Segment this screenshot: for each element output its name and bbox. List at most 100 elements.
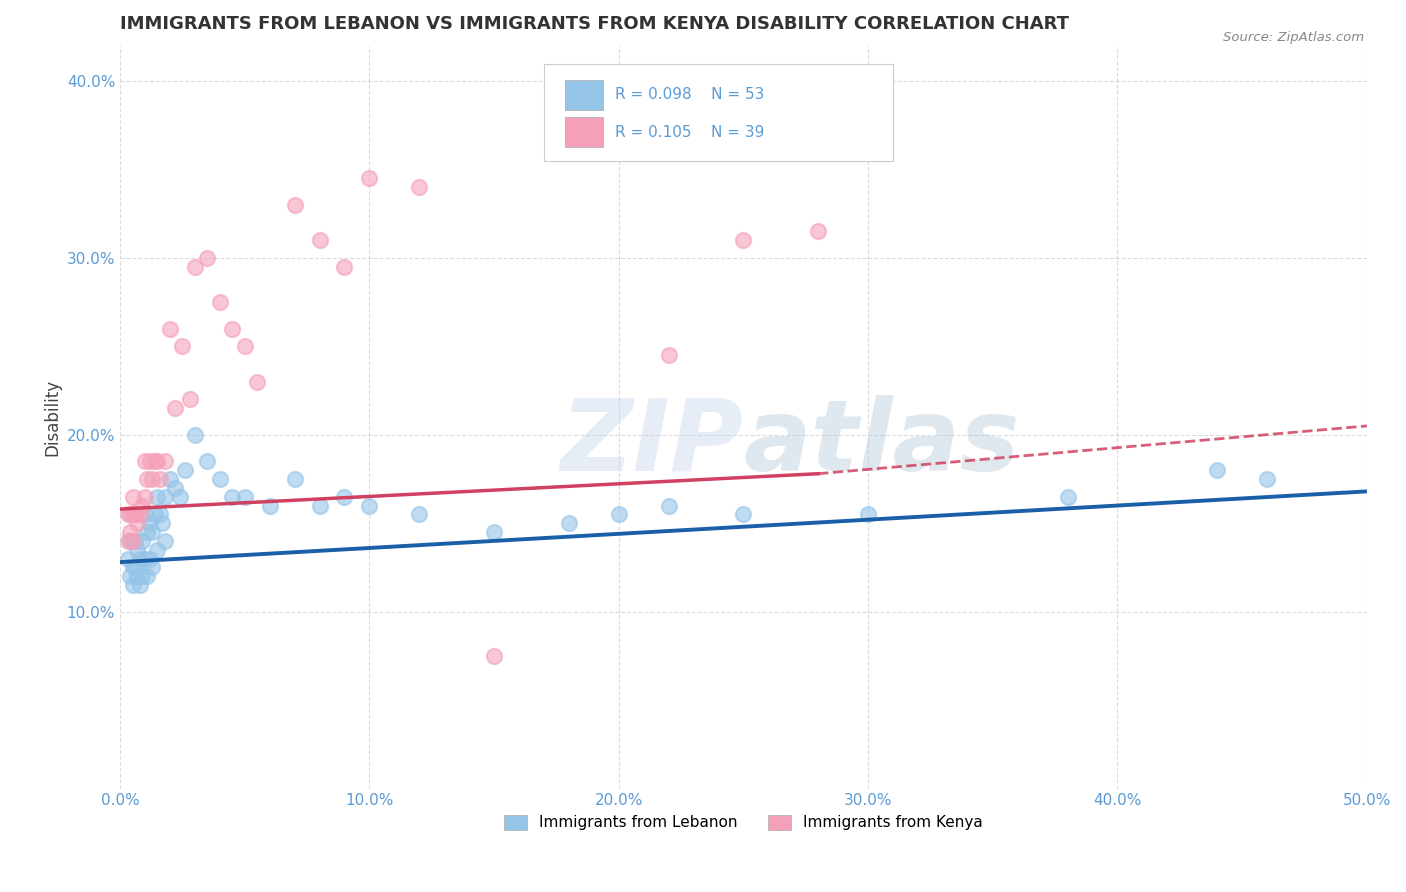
Point <box>117 508 139 522</box>
Point <box>139 516 162 531</box>
Point <box>146 454 169 468</box>
Point <box>359 171 381 186</box>
Point <box>221 321 243 335</box>
Point <box>408 180 430 194</box>
Point <box>121 578 143 592</box>
Bar <box>565 117 603 147</box>
Point <box>856 508 879 522</box>
Point <box>118 533 141 548</box>
Point <box>139 551 162 566</box>
Point <box>153 533 176 548</box>
Point <box>159 321 181 335</box>
Point <box>121 508 143 522</box>
Point <box>118 569 141 583</box>
Point <box>169 490 191 504</box>
Text: IMMIGRANTS FROM LEBANON VS IMMIGRANTS FROM KENYA DISABILITY CORRELATION CHART: IMMIGRANTS FROM LEBANON VS IMMIGRANTS FR… <box>120 15 1069 33</box>
Point <box>184 427 207 442</box>
Point <box>134 490 156 504</box>
Point <box>179 392 201 407</box>
Point <box>308 499 330 513</box>
Point <box>1056 490 1078 504</box>
Point <box>146 490 169 504</box>
Point <box>482 648 505 663</box>
Point <box>195 251 218 265</box>
Point <box>284 472 307 486</box>
Point <box>131 569 153 583</box>
Point <box>141 524 163 539</box>
Point <box>153 454 176 468</box>
Point <box>136 569 159 583</box>
Point <box>208 295 231 310</box>
Point <box>127 569 149 583</box>
Point <box>131 499 153 513</box>
Point <box>658 348 681 362</box>
Point <box>131 533 153 548</box>
Legend: Immigrants from Lebanon, Immigrants from Kenya: Immigrants from Lebanon, Immigrants from… <box>498 808 988 837</box>
Point <box>482 524 505 539</box>
Point <box>117 533 139 548</box>
Point <box>1256 472 1278 486</box>
Point <box>136 524 159 539</box>
Point <box>139 454 162 468</box>
Point <box>124 508 146 522</box>
Point <box>146 542 169 557</box>
Point <box>733 508 755 522</box>
Point <box>134 551 156 566</box>
Point <box>141 560 163 574</box>
Point <box>233 339 256 353</box>
Point <box>163 401 186 416</box>
Point <box>408 508 430 522</box>
Point <box>308 233 330 247</box>
Point <box>121 560 143 574</box>
Text: R = 0.098    N = 53: R = 0.098 N = 53 <box>614 87 765 103</box>
Text: ZIP: ZIP <box>561 394 744 491</box>
Point <box>359 499 381 513</box>
Point <box>159 472 181 486</box>
Point <box>658 499 681 513</box>
Point <box>195 454 218 468</box>
Point <box>153 490 176 504</box>
Point <box>558 516 581 531</box>
Point <box>149 508 172 522</box>
Point <box>284 198 307 212</box>
Point <box>141 472 163 486</box>
Point <box>134 454 156 468</box>
Point <box>246 375 269 389</box>
Point <box>136 472 159 486</box>
Point <box>117 551 139 566</box>
Point <box>607 508 630 522</box>
Point <box>184 260 207 274</box>
Point <box>121 490 143 504</box>
Point <box>127 542 149 557</box>
Point <box>118 524 141 539</box>
Point <box>124 533 146 548</box>
Text: R = 0.105    N = 39: R = 0.105 N = 39 <box>614 125 765 140</box>
Point <box>221 490 243 504</box>
Point <box>121 533 143 548</box>
Point <box>233 490 256 504</box>
Point <box>143 454 166 468</box>
Point <box>163 481 186 495</box>
Point <box>208 472 231 486</box>
Point <box>143 508 166 522</box>
FancyBboxPatch shape <box>544 64 893 161</box>
Point <box>1206 463 1229 477</box>
Text: Source: ZipAtlas.com: Source: ZipAtlas.com <box>1223 31 1364 45</box>
Point <box>121 508 143 522</box>
Text: atlas: atlas <box>744 394 1019 491</box>
Point <box>807 224 830 238</box>
Point <box>129 508 152 522</box>
Point <box>149 472 172 486</box>
Point <box>129 551 152 566</box>
Point <box>172 339 194 353</box>
Point <box>173 463 195 477</box>
Point <box>124 560 146 574</box>
Point <box>152 516 174 531</box>
Point <box>259 499 281 513</box>
Point <box>333 260 356 274</box>
Point <box>127 516 149 531</box>
Point <box>129 578 152 592</box>
Point <box>333 490 356 504</box>
Point <box>733 233 755 247</box>
Y-axis label: Disability: Disability <box>44 378 60 456</box>
